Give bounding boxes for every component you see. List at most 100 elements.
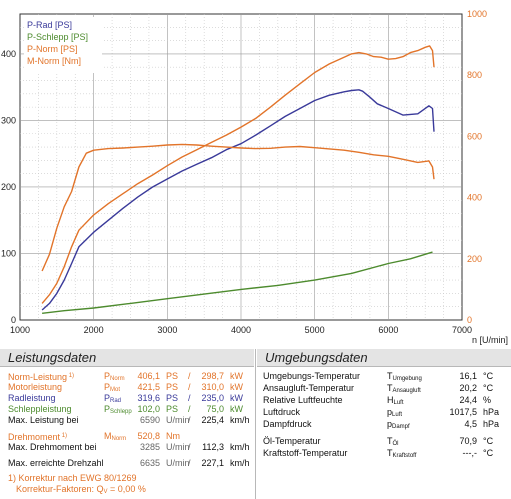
slash: /	[188, 442, 191, 452]
unit-speed: km/h	[230, 442, 250, 452]
unit-kw: kW	[230, 382, 243, 392]
data-row: Max. Leistung bei 6590 U/min/ 225,4 km/h	[0, 415, 254, 426]
footnote-korrektur: 1) Korrektur nach EWG 80/1269	[8, 473, 137, 483]
data-row: Drehmoment 1) MNorm 520,8 Nm	[0, 431, 254, 442]
symbol: TUmgebung	[387, 371, 422, 385]
symbol-main: P	[104, 371, 111, 381]
chart-legend: P-Rad [PS] P-Schlepp [PS] P-Norm [PS] M-Nor…	[24, 17, 102, 73]
symbol: HLuft	[387, 395, 404, 409]
env-unit: °C	[483, 448, 494, 458]
symbol-sub: Öl	[392, 441, 399, 447]
slash: /	[188, 393, 191, 403]
value-kw: 235,0	[201, 393, 224, 403]
data-row: Max. Drehmoment bei 3285 U/min/ 112,3 km/h	[0, 442, 254, 453]
symbol-main: P	[104, 393, 111, 403]
env-value: 20,2	[459, 383, 477, 393]
env-label: Öl-Temperatur	[263, 436, 321, 446]
value-kw: 75,0	[206, 404, 224, 414]
chart-ticks: 1000 2000 3000 4000 5000 6000 7000010020030040…	[1, 9, 487, 335]
symbol: TÖl	[387, 436, 399, 450]
legend-entry: P-Norm [PS]	[27, 44, 78, 54]
env-unit: hPa	[483, 419, 500, 429]
row-label: Max. Drehmoment bei	[8, 442, 97, 452]
legend-entry: P-Schlepp [PS]	[27, 32, 88, 42]
y-left-tick-label: 200	[1, 182, 16, 192]
faktoren-sub: V	[103, 489, 108, 495]
symbol-main: P	[104, 382, 111, 392]
env-unit: °C	[483, 383, 494, 393]
value-ps: 421,5	[137, 382, 160, 392]
leistungsdaten-panel: Leistungsdaten Norm-Leistung 1) PNorm 406,…	[0, 349, 254, 499]
env-label: Umgebungs-Temperatur	[263, 371, 361, 381]
env-value: 1017,5	[449, 407, 477, 417]
unit-kw: kW	[230, 393, 243, 403]
data-row: Korrektur-Faktoren: QV = 0,00 %	[0, 484, 254, 495]
unit-rpm: U/min	[166, 442, 190, 452]
data-row: Motorleistung PMot 421,5 PS / 310,0 kW	[0, 382, 254, 393]
row-footnote-mark: 1)	[67, 373, 75, 379]
row-label: Radleistung	[8, 393, 56, 403]
data-row: Kraftstoff-Temperatur TKraftstoff ---,- °C	[257, 448, 511, 459]
slash: /	[188, 415, 191, 425]
data-row: Umgebungs-Temperatur TUmgebung 16,1 °C	[257, 371, 511, 382]
panel-divider	[255, 349, 256, 499]
data-row: 1) Korrektur nach EWG 80/1269	[0, 473, 254, 484]
y-right-tick-label: 400	[467, 193, 482, 203]
y-right-tick-label: 1000	[467, 9, 487, 19]
symbol-sub: Schlepp	[110, 409, 132, 415]
symbol-sub: Norm	[111, 436, 127, 442]
row-label: Schleppleistung	[8, 404, 72, 414]
legend-entry: M-Norm [Nm]	[27, 56, 81, 66]
symbol-main: T	[387, 436, 393, 446]
y-left-tick-label: 100	[1, 248, 16, 258]
unit-kw: kW	[230, 371, 243, 381]
env-unit: °C	[483, 436, 494, 446]
legend-entry: P-Rad [PS]	[27, 20, 72, 30]
symbol-main: T	[387, 371, 393, 381]
x-tick-label: 5000	[305, 325, 325, 335]
umgebungsdaten-title: Umgebungsdaten	[257, 349, 511, 367]
unit-ps: PS	[166, 382, 179, 392]
env-unit: °C	[483, 371, 494, 381]
value-ps: 406,1	[137, 371, 160, 381]
data-row: Luftdruck pLuft 1017,5 hPa	[257, 407, 511, 418]
unit-rpm: U/min	[166, 458, 190, 468]
data-row: Max. erreichte Drehzahl 6635 U/min/ 227,1 km…	[0, 458, 254, 469]
faktoren-label: Korrektur-Faktoren: Q	[16, 484, 104, 494]
env-label: Kraftstoff-Temperatur	[263, 448, 348, 458]
data-row: Dampfdruck pDampf 4,5 hPa	[257, 419, 511, 430]
data-row: Norm-Leistung 1) PNorm 406,1 PS / 298,7 kW	[0, 371, 254, 382]
leistungsdaten-title: Leistungsdaten	[0, 349, 254, 367]
value-speed: 227,1	[201, 458, 224, 468]
row-label: Max. Leistung bei	[8, 415, 79, 425]
symbol: TKraftstoff	[387, 448, 416, 462]
data-row: Schleppleistung PSchlepp 102,0 PS / 75,0 kW	[0, 404, 254, 415]
x-tick-label: 2000	[84, 325, 104, 335]
y-right-tick-label: 200	[467, 254, 482, 264]
symbol-main: H	[387, 395, 394, 405]
unit-torque: Nm	[166, 431, 180, 441]
env-label: Relative Luftfeuchte	[263, 395, 343, 405]
row-label: Max. erreichte Drehzahl	[8, 458, 104, 468]
symbol-main: P	[104, 404, 111, 414]
chart-lines	[41, 45, 435, 314]
row-label: Drehmoment 1)	[8, 432, 68, 442]
x-tick-label: 1000	[10, 325, 30, 335]
unit-ps: PS	[166, 404, 179, 414]
env-unit: hPa	[483, 407, 500, 417]
value-ps: 102,0	[137, 404, 160, 414]
symbol-sub: Norm	[110, 376, 125, 382]
unit-kw: kW	[230, 404, 243, 414]
symbol-main: M	[104, 431, 112, 441]
x-tick-label: 4000	[231, 325, 251, 335]
slash: /	[188, 404, 191, 414]
series-line-m-norm-nm	[41, 143, 435, 272]
value-kw: 310,0	[201, 382, 224, 392]
dyno-chart: 1000 2000 3000 4000 5000 6000 7000010020030040…	[1, 9, 508, 345]
unit-ps: PS	[166, 393, 179, 403]
symbol-sub: Kraftstoff	[392, 453, 417, 459]
symbol: PNorm	[104, 371, 125, 385]
symbol: PSchlepp	[104, 404, 132, 418]
symbol-sub: Mot	[110, 387, 121, 393]
symbol: TAnsaugluft	[387, 383, 421, 397]
